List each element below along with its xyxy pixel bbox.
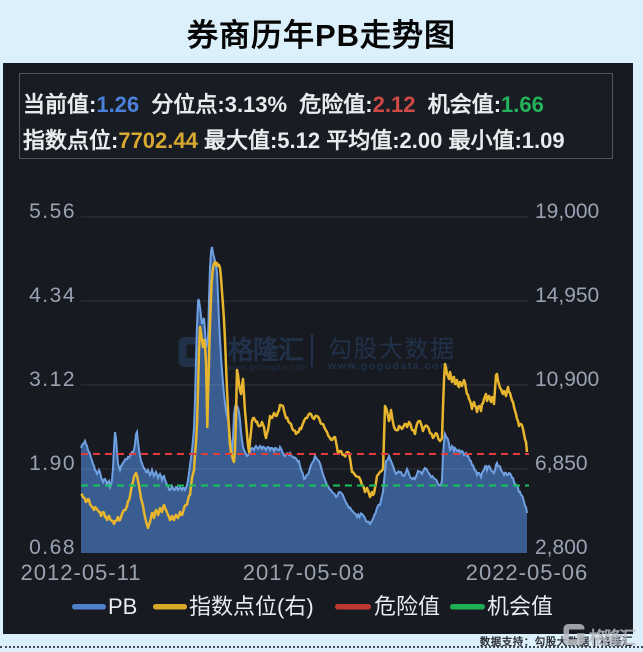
svg-text:10,900: 10,900	[535, 368, 599, 391]
svg-text:PB: PB	[108, 594, 137, 619]
svg-text:2012-05-11: 2012-05-11	[21, 560, 142, 585]
svg-text:0.68: 0.68	[29, 536, 76, 559]
svg-text:6,850: 6,850	[535, 452, 588, 475]
svg-text:4.34: 4.34	[29, 284, 76, 307]
svg-text:格隆汇: 格隆汇	[228, 335, 304, 365]
svg-text:指数点位(右): 指数点位(右)	[189, 594, 314, 619]
svg-text:危险值: 危险值	[374, 594, 440, 619]
svg-text:www.gogudata.com: www.gogudata.com	[327, 360, 451, 372]
svg-text:格隆汇: 格隆汇	[589, 628, 637, 648]
svg-text:19,000: 19,000	[535, 200, 599, 223]
svg-text:www.gelonghui.com: www.gelonghui.com	[227, 363, 308, 372]
svg-text:14,950: 14,950	[535, 284, 599, 307]
svg-text:3.12: 3.12	[29, 368, 76, 391]
svg-text:勾股大数据: 勾股大数据	[328, 336, 456, 363]
svg-text:机会值: 机会值	[487, 594, 553, 619]
svg-text:2022-05-06: 2022-05-06	[466, 560, 589, 585]
svg-text:2017-05-08: 2017-05-08	[243, 560, 366, 585]
svg-text:2,800: 2,800	[535, 536, 588, 559]
svg-text:5.56: 5.56	[29, 200, 76, 223]
svg-text:1.90: 1.90	[29, 452, 76, 475]
